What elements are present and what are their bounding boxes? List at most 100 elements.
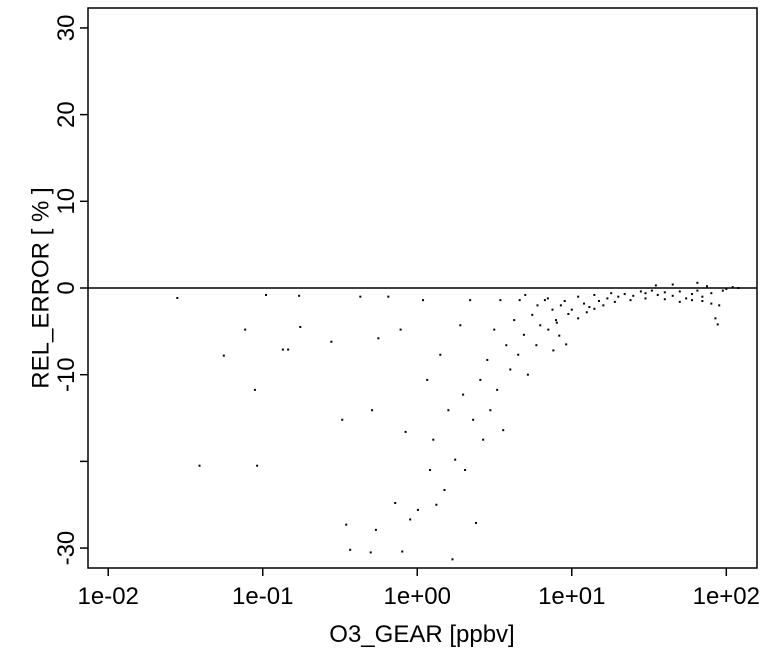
- x-tick-label: 1e+02: [693, 583, 760, 610]
- point: [409, 518, 412, 521]
- point: [639, 290, 642, 293]
- point: [716, 323, 719, 326]
- point: [632, 294, 635, 297]
- point: [644, 292, 647, 295]
- point: [482, 438, 485, 441]
- point: [287, 348, 290, 351]
- point: [718, 304, 721, 307]
- point: [459, 324, 462, 327]
- point: [731, 286, 734, 289]
- point: [404, 430, 407, 433]
- point: [593, 293, 596, 296]
- point: [387, 295, 390, 298]
- point: [588, 306, 591, 309]
- point: [345, 523, 348, 526]
- point: [509, 368, 512, 371]
- point: [536, 304, 539, 307]
- point: [475, 521, 478, 524]
- point: [426, 378, 429, 381]
- point: [513, 319, 516, 322]
- point: [701, 300, 704, 303]
- point: [244, 328, 247, 331]
- point: [650, 289, 653, 292]
- point: [454, 458, 457, 461]
- point: [464, 469, 467, 472]
- point: [524, 293, 527, 296]
- point: [435, 503, 438, 506]
- point: [371, 409, 374, 412]
- point: [330, 340, 333, 343]
- x-tick-label: 1e+00: [384, 583, 451, 610]
- point: [567, 313, 570, 316]
- point: [721, 289, 724, 292]
- point: [663, 298, 666, 301]
- y-tick-label: 0: [53, 281, 80, 294]
- y-tick-label: 20: [53, 101, 80, 128]
- point: [696, 289, 699, 292]
- point: [451, 558, 454, 561]
- point: [558, 334, 561, 337]
- point: [299, 326, 302, 329]
- point: [374, 528, 377, 531]
- point: [432, 438, 435, 441]
- point: [617, 295, 620, 298]
- point: [554, 319, 557, 322]
- point: [359, 295, 362, 298]
- point: [577, 317, 580, 320]
- point: [517, 353, 520, 356]
- point: [401, 550, 404, 553]
- point: [565, 343, 568, 346]
- point: [198, 464, 201, 467]
- point: [531, 313, 534, 316]
- x-tick-label: 1e-01: [232, 583, 293, 610]
- point: [253, 388, 256, 391]
- point: [552, 349, 555, 352]
- point: [671, 283, 674, 286]
- point: [499, 299, 502, 302]
- point: [281, 348, 284, 351]
- point: [593, 307, 596, 310]
- point: [701, 295, 704, 298]
- point: [710, 302, 713, 305]
- point: [399, 328, 402, 331]
- point: [518, 299, 521, 302]
- point: [737, 287, 740, 289]
- point: [439, 353, 442, 356]
- point: [479, 378, 482, 381]
- point: [705, 285, 708, 288]
- point: [570, 308, 573, 311]
- point: [644, 297, 647, 300]
- point: [505, 344, 508, 347]
- point: [583, 302, 586, 305]
- y-tick-label: -10: [53, 357, 80, 392]
- point: [559, 304, 562, 307]
- point: [443, 488, 446, 491]
- y-tick-label: -30: [53, 531, 80, 566]
- point: [539, 324, 542, 327]
- x-tick-label: 1e+01: [538, 583, 605, 610]
- point: [613, 300, 616, 303]
- point: [486, 358, 489, 361]
- point: [422, 299, 425, 302]
- point: [671, 294, 674, 297]
- point: [563, 300, 566, 303]
- point: [349, 548, 352, 551]
- point: [691, 293, 694, 296]
- point: [577, 295, 580, 298]
- point: [462, 393, 465, 396]
- point: [265, 293, 268, 296]
- point: [416, 508, 419, 511]
- y-axis-label: REL_ERROR [ % ]: [27, 187, 54, 388]
- point: [597, 300, 600, 303]
- point: [447, 409, 450, 412]
- y-tick-label: 30: [53, 15, 80, 42]
- point: [522, 333, 525, 336]
- point: [678, 290, 681, 293]
- point: [547, 328, 550, 331]
- point: [602, 304, 605, 307]
- point: [535, 344, 538, 347]
- point: [678, 300, 681, 303]
- point: [629, 299, 632, 302]
- point: [256, 464, 259, 467]
- point: [546, 297, 549, 300]
